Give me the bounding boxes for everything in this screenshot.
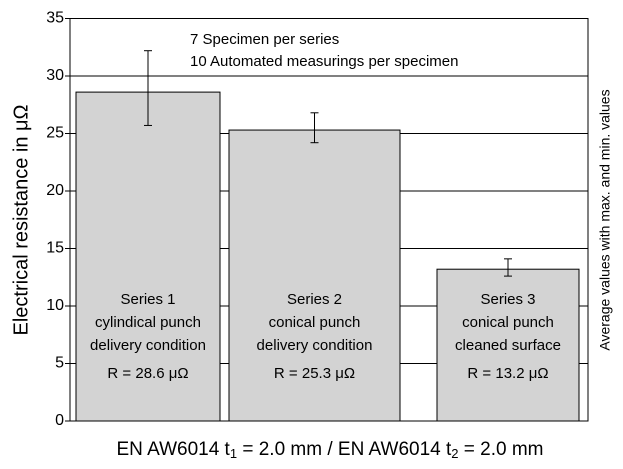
value-label: R = 25.3 μΩ: [274, 365, 355, 382]
y-tick-label: 35: [46, 10, 64, 27]
category-label: Series 3: [480, 291, 535, 308]
annotation: 10 Automated measurings per specimen: [190, 53, 458, 70]
error-bar: [504, 258, 512, 277]
y-tick-label: 5: [55, 355, 64, 372]
x-label-part: = 2.0 mm / EN AW6014 t: [237, 439, 452, 460]
value-label: R = 13.2 μΩ: [467, 365, 548, 382]
y-axis-label: Electrical resistance in μΩ: [10, 104, 32, 335]
bar-description: conical punch: [269, 314, 361, 331]
y-tick-label: 15: [46, 240, 64, 257]
bar-description: conical punch: [462, 314, 554, 331]
plot-frame: [69, 18, 589, 422]
value-label: R = 28.6 μΩ: [107, 365, 188, 382]
annotation: 7 Specimen per series: [190, 31, 339, 48]
bar-description: cylindical punch: [95, 314, 201, 331]
bar-description: delivery condition: [257, 337, 373, 354]
category-label: Series 2: [287, 291, 342, 308]
y-tick-label: 20: [46, 182, 64, 199]
x-label-sub: 2: [451, 446, 458, 461]
y-tick-label: 10: [46, 297, 64, 314]
bar: [436, 268, 580, 422]
x-label-part: EN AW6014 t: [116, 439, 230, 460]
bar: [75, 91, 221, 422]
bar-description: cleaned surface: [455, 337, 561, 354]
error-bar: [144, 50, 152, 126]
x-axis-label: EN AW6014 t1 = 2.0 mm / EN AW6014 t2 = 2…: [116, 439, 543, 461]
y-tick-label: 25: [46, 125, 64, 142]
x-label-part: = 2.0 mm: [459, 439, 544, 460]
y-tick-label: 0: [55, 412, 64, 429]
side-note: Average values with max. and min. values: [597, 89, 613, 350]
category-label: Series 1: [120, 291, 175, 308]
y-tick-label: 30: [46, 67, 64, 84]
error-bar: [310, 112, 319, 144]
x-label-sub: 1: [230, 446, 237, 461]
bar-description: delivery condition: [90, 337, 206, 354]
bar: [228, 129, 401, 422]
